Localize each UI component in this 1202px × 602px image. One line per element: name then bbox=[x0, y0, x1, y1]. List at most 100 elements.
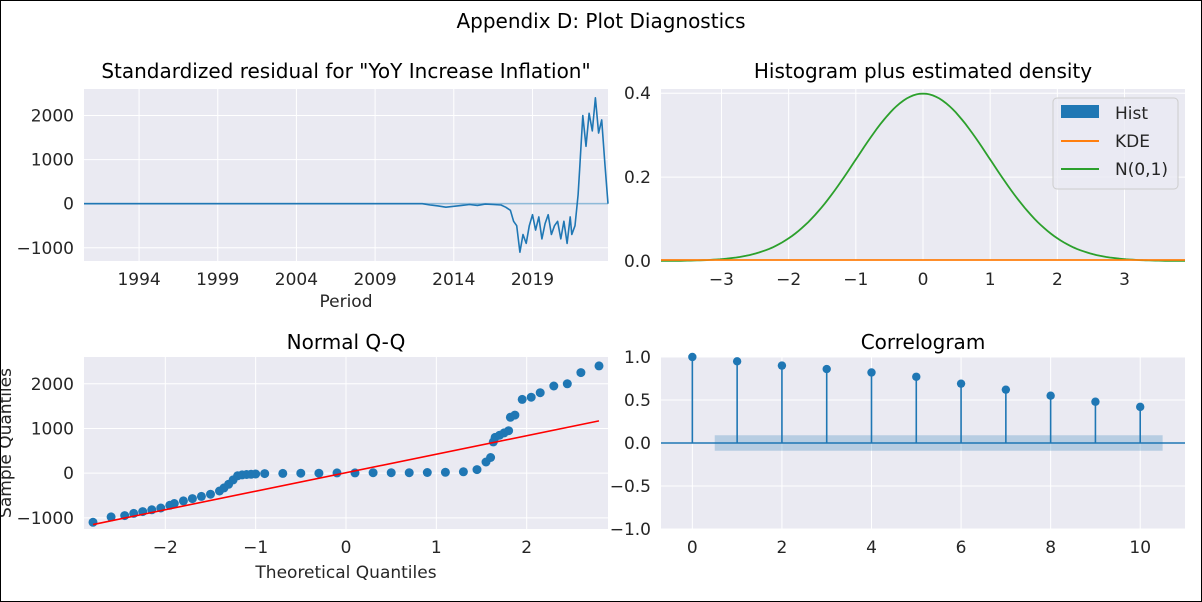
residual-x-tick-label: 1994 bbox=[117, 270, 160, 290]
qq-point bbox=[576, 368, 586, 378]
histogram-y-tick-label: 0.2 bbox=[624, 168, 651, 188]
histogram-x-tick-label: 3 bbox=[1119, 270, 1130, 290]
residual-x-tick-label: 1999 bbox=[196, 270, 239, 290]
histogram-plot-title: Histogram plus estimated density bbox=[754, 59, 1092, 83]
qq-y-tick-label: 1000 bbox=[31, 419, 74, 439]
histogram-x-tick-label: 2 bbox=[1052, 270, 1063, 290]
correlogram-x-tick-label: 2 bbox=[777, 538, 788, 558]
qq-x-tick-label: 0 bbox=[341, 538, 352, 558]
qq-x-tick-label: −1 bbox=[243, 538, 268, 558]
residual-x-tick-label: 2014 bbox=[432, 270, 475, 290]
correlogram-x-tick-label: 6 bbox=[956, 538, 967, 558]
histogram-x-tick-label: 1 bbox=[985, 270, 996, 290]
qq-point bbox=[404, 468, 414, 478]
acf-marker bbox=[822, 364, 831, 374]
qq-point bbox=[422, 468, 432, 477]
acf-marker bbox=[1136, 402, 1145, 412]
histogram-density-plot: Histogram plus estimated density −3 −2 −1 0… bbox=[624, 59, 1185, 290]
qq-point bbox=[458, 467, 468, 477]
qq-point bbox=[314, 468, 324, 478]
qq-point bbox=[562, 379, 572, 389]
standardized-residual-plot: Standardized residual for "YoY Increase … bbox=[16, 59, 609, 312]
correlogram-y-tick-label: 1.0 bbox=[624, 348, 651, 368]
residual-x-axis-label: Period bbox=[319, 292, 372, 312]
qq-point bbox=[296, 468, 306, 478]
correlogram-y-tick-label: 0.5 bbox=[624, 391, 651, 411]
histogram-y-tick-label: 0.4 bbox=[624, 84, 651, 104]
qq-point bbox=[169, 499, 179, 508]
correlogram-x-tick-label: 0 bbox=[687, 538, 698, 558]
correlogram-y-tick-label: −1.0 bbox=[610, 520, 651, 540]
qq-point bbox=[206, 489, 215, 499]
residual-plot-title: Standardized residual for "YoY Increase … bbox=[101, 59, 590, 83]
qq-point bbox=[517, 394, 527, 404]
residual-y-tick-label: 1000 bbox=[31, 151, 74, 171]
qq-point bbox=[526, 392, 536, 402]
residual-y-tick-label: −1000 bbox=[16, 239, 74, 259]
acf-marker bbox=[912, 372, 921, 381]
qq-x-axis-label: Theoretical Quantiles bbox=[254, 563, 436, 583]
legend-hist-label: Hist bbox=[1115, 104, 1148, 124]
figure-title: Appendix D: Plot Diagnostics bbox=[456, 9, 745, 33]
acf-marker bbox=[956, 379, 966, 388]
residual-y-tick-label: 2000 bbox=[31, 106, 74, 126]
correlogram-x-tick-label: 8 bbox=[1045, 538, 1056, 558]
histogram-x-tick-label: −1 bbox=[843, 270, 868, 290]
qq-point bbox=[251, 469, 261, 479]
qq-x-tick-label: 1 bbox=[431, 538, 442, 558]
qq-point bbox=[472, 465, 482, 475]
acf-marker bbox=[1046, 391, 1055, 400]
qq-plot-title: Normal Q-Q bbox=[287, 330, 406, 354]
histogram-x-tick-label: −2 bbox=[776, 270, 801, 290]
qq-y-axis-label: Sample Quantiles bbox=[1, 368, 16, 518]
qq-y-tick-label: 2000 bbox=[31, 375, 74, 395]
histogram-x-tick-label: 0 bbox=[918, 270, 929, 290]
correlogram-plot: Correlogram 0 2 4 6 8 10 −1.0 −0.5 0.0 0.5 1.0 bbox=[610, 330, 1185, 558]
correlogram-x-tick-label: 4 bbox=[866, 538, 877, 558]
qq-point bbox=[187, 494, 197, 504]
qq-x-tick-label: 2 bbox=[521, 538, 532, 558]
residual-x-tick-label: 2009 bbox=[353, 270, 396, 290]
qq-x-tick-label: −2 bbox=[153, 538, 178, 558]
acf-marker bbox=[1001, 385, 1011, 394]
residual-series-line bbox=[84, 97, 609, 253]
qq-point bbox=[278, 468, 288, 478]
qq-point bbox=[486, 453, 496, 462]
correlogram-title: Correlogram bbox=[861, 330, 986, 354]
histogram-x-tick-label: −3 bbox=[709, 270, 734, 290]
qq-point bbox=[549, 381, 559, 391]
residual-axes-background bbox=[84, 89, 608, 261]
correlogram-y-tick-label: 0.0 bbox=[624, 434, 651, 454]
qq-point bbox=[535, 388, 545, 398]
histogram-y-tick-label: 0.0 bbox=[624, 252, 651, 272]
acf-marker bbox=[867, 368, 876, 377]
qq-point bbox=[368, 468, 378, 478]
legend-normal-label: N(0,1) bbox=[1115, 160, 1168, 180]
legend-kde-label: KDE bbox=[1115, 132, 1150, 152]
qq-y-tick-label: 0 bbox=[63, 464, 74, 484]
residual-x-tick-label: 2004 bbox=[275, 270, 318, 290]
acf-marker bbox=[688, 352, 697, 362]
correlogram-y-tick-label: −0.5 bbox=[610, 477, 651, 497]
acf-marker bbox=[1091, 397, 1100, 406]
qq-point bbox=[196, 491, 206, 501]
qq-reference-line bbox=[92, 420, 600, 526]
qq-point bbox=[260, 469, 270, 479]
qq-point bbox=[510, 410, 520, 420]
qq-point bbox=[106, 512, 116, 522]
qq-point bbox=[88, 517, 98, 527]
normal-density-curve bbox=[661, 92, 1185, 262]
qq-point bbox=[594, 361, 604, 371]
qq-y-tick-label: −1000 bbox=[16, 509, 74, 529]
qq-point bbox=[386, 468, 396, 478]
legend-hist-swatch bbox=[1061, 105, 1099, 118]
qq-point bbox=[504, 426, 514, 436]
qq-point bbox=[332, 468, 342, 478]
qq-point bbox=[440, 467, 450, 477]
normal-qq-plot: Normal Q-Q −2 −1 0 1 2 −1000 0 1000 2000 Theoret… bbox=[1, 330, 608, 583]
acf-marker bbox=[732, 357, 742, 366]
acf-marker bbox=[777, 361, 787, 370]
residual-y-tick-label: 0 bbox=[63, 195, 74, 215]
